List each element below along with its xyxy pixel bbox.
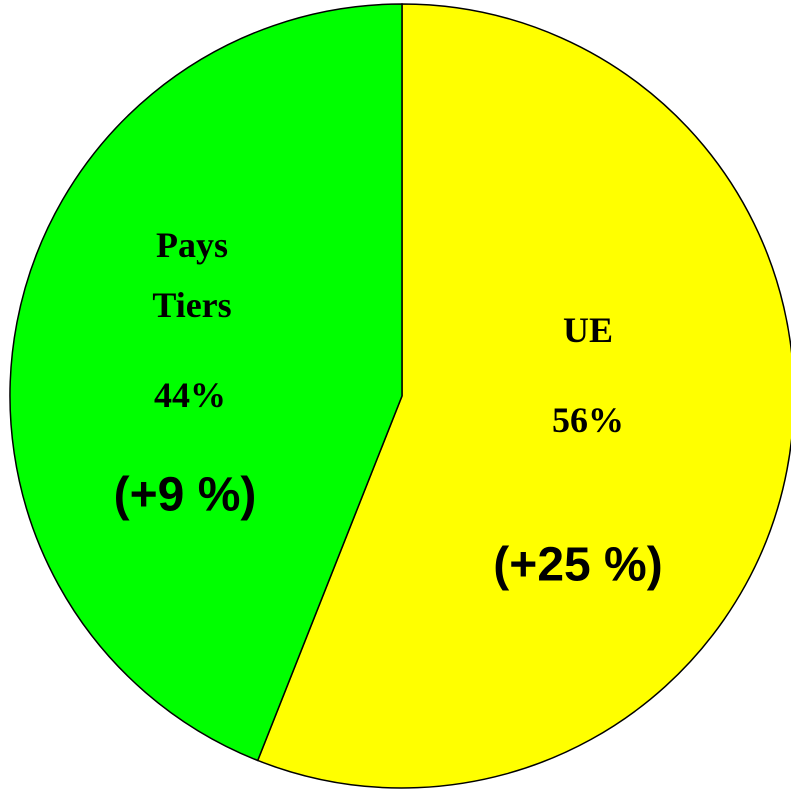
annotation: (+9 %) <box>113 468 257 522</box>
pie-slice <box>256 3 791 789</box>
slice-label: Pays Tiers <box>152 225 232 325</box>
slice-label: UE <box>562 310 613 350</box>
value-label: 44% <box>154 375 226 415</box>
value-label: 56% <box>552 400 624 440</box>
annotation: (+25 %) <box>493 538 663 592</box>
pie-slice <box>9 3 403 762</box>
